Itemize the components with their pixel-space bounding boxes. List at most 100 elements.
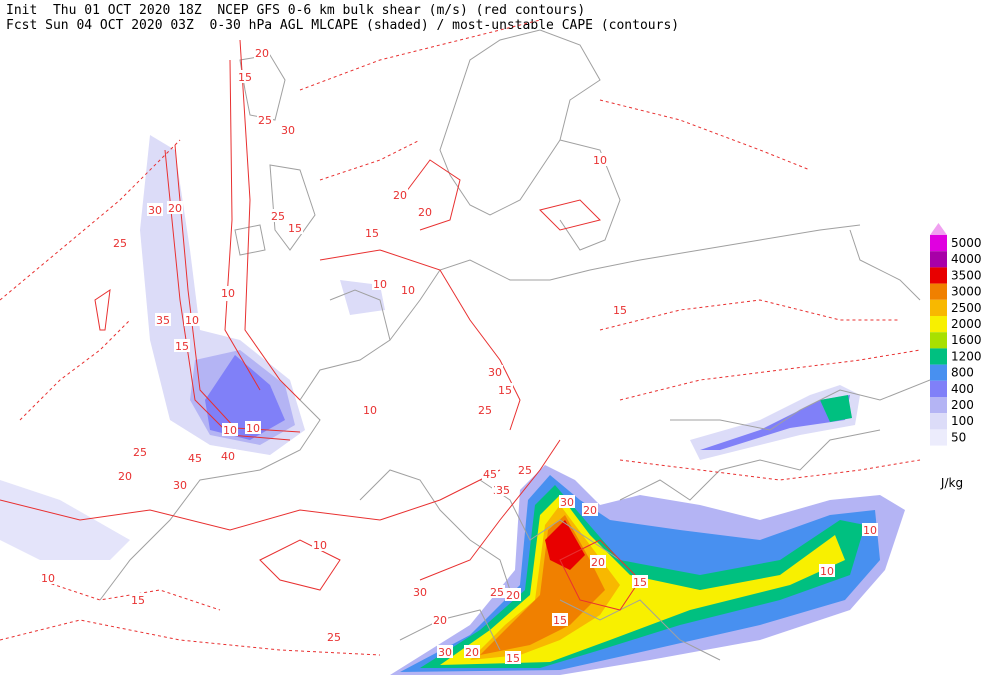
contour-label: 10 xyxy=(41,572,55,585)
colorbar-box xyxy=(930,397,947,414)
colorbar-label: 5000 xyxy=(951,236,982,250)
label-box xyxy=(489,585,505,598)
colorbar-label: 1600 xyxy=(951,333,982,347)
label-box xyxy=(187,451,203,464)
contour-label: 25 xyxy=(518,464,532,477)
contour-label: 25 xyxy=(490,586,504,599)
colorbar-unit: J/kg xyxy=(940,476,963,490)
colorbar-box xyxy=(930,348,947,365)
header-line: Init Thu 01 OCT 2020 18Z NCEP GFS 0-6 km… xyxy=(6,3,585,18)
contour-label: 10 xyxy=(401,284,415,297)
colorbar-label: 4000 xyxy=(951,252,982,266)
contour-label: 15 xyxy=(506,652,520,665)
colorbar-box xyxy=(930,316,947,333)
contour-label: 35 xyxy=(156,314,170,327)
header-line: Fcst Sun 04 OCT 2020 03Z 0-30 hPa AGL ML… xyxy=(6,18,679,33)
contour-label: 15 xyxy=(365,227,379,240)
contour-label: 20 xyxy=(118,470,132,483)
contour-label: 10 xyxy=(373,278,387,291)
contour-label: 30 xyxy=(488,366,502,379)
contour-label: 30 xyxy=(148,204,162,217)
colorbar-label: 400 xyxy=(951,382,974,396)
contour-label: 20 xyxy=(168,202,182,215)
label-box xyxy=(477,403,493,416)
label-box xyxy=(184,313,200,326)
label-box xyxy=(364,226,380,239)
contour-label: 25 xyxy=(258,114,272,127)
label-box xyxy=(552,613,568,626)
colorbar-box xyxy=(930,413,947,430)
contour-label: 30 xyxy=(438,646,452,659)
contour-label: 40 xyxy=(221,450,235,463)
colorbar-label: 100 xyxy=(951,414,974,428)
label-box xyxy=(245,421,261,434)
contour-label: 10 xyxy=(221,287,235,300)
label-box xyxy=(612,303,628,316)
contour-label: 15 xyxy=(633,576,647,589)
contour-label: 20 xyxy=(418,206,432,219)
contour-label: 45 xyxy=(483,468,497,481)
label-box xyxy=(632,575,648,588)
label-box xyxy=(505,651,521,664)
contour-label: 10 xyxy=(820,565,834,578)
contour-label: 10 xyxy=(313,539,327,552)
contour-label: 20 xyxy=(583,504,597,517)
label-box xyxy=(130,593,146,606)
colorbar-over xyxy=(930,223,947,235)
label-box xyxy=(40,571,56,584)
label-box xyxy=(220,449,236,462)
contour-label: 35 xyxy=(496,484,510,497)
label-box xyxy=(819,564,835,577)
colorbar-label: 2500 xyxy=(951,301,982,315)
contour-label: 20 xyxy=(433,614,447,627)
contour-label: 15 xyxy=(613,304,627,317)
label-box xyxy=(487,365,503,378)
contour-label: 20 xyxy=(465,646,479,659)
contour-label: 25 xyxy=(327,631,341,644)
contour-label: 30 xyxy=(281,124,295,137)
colorbar-box xyxy=(930,380,947,397)
colorbar-box xyxy=(930,267,947,284)
contour-label: 30 xyxy=(560,496,574,509)
label-box xyxy=(326,630,342,643)
colorbar-box xyxy=(930,364,947,381)
contour-label: 25 xyxy=(271,210,285,223)
contour-label: 10 xyxy=(185,314,199,327)
label-box xyxy=(412,585,428,598)
label-box xyxy=(117,469,133,482)
contour-label: 25 xyxy=(133,446,147,459)
label-box xyxy=(432,613,448,626)
colorbar-box xyxy=(930,332,947,349)
colorbar-box xyxy=(930,283,947,300)
contour-label: 20 xyxy=(393,189,407,202)
label-box xyxy=(237,70,253,83)
label-box xyxy=(270,209,286,222)
colorbar-box xyxy=(930,251,947,268)
colorbar-box xyxy=(930,429,947,446)
contour-label: 15 xyxy=(131,594,145,607)
contour-label: 15 xyxy=(553,614,567,627)
label-box xyxy=(147,203,163,216)
colorbar-label: 50 xyxy=(951,430,966,444)
label-box xyxy=(287,221,303,234)
contour-label: 20 xyxy=(506,589,520,602)
contour-label: 15 xyxy=(498,384,512,397)
contour-label: 30 xyxy=(413,586,427,599)
label-box xyxy=(517,463,533,476)
label-box xyxy=(559,495,575,508)
label-box xyxy=(257,113,273,126)
label-box xyxy=(222,423,238,436)
label-box xyxy=(592,153,608,166)
contour-label: 10 xyxy=(246,422,260,435)
label-box xyxy=(172,478,188,491)
colorbar-label: 200 xyxy=(951,398,974,412)
label-box xyxy=(112,236,128,249)
label-box xyxy=(495,483,511,496)
contour-label: 20 xyxy=(591,556,605,569)
label-box xyxy=(505,588,521,601)
colorbar-box xyxy=(930,235,947,252)
label-box xyxy=(464,645,480,658)
label-box xyxy=(417,205,433,218)
label-box xyxy=(174,339,190,352)
